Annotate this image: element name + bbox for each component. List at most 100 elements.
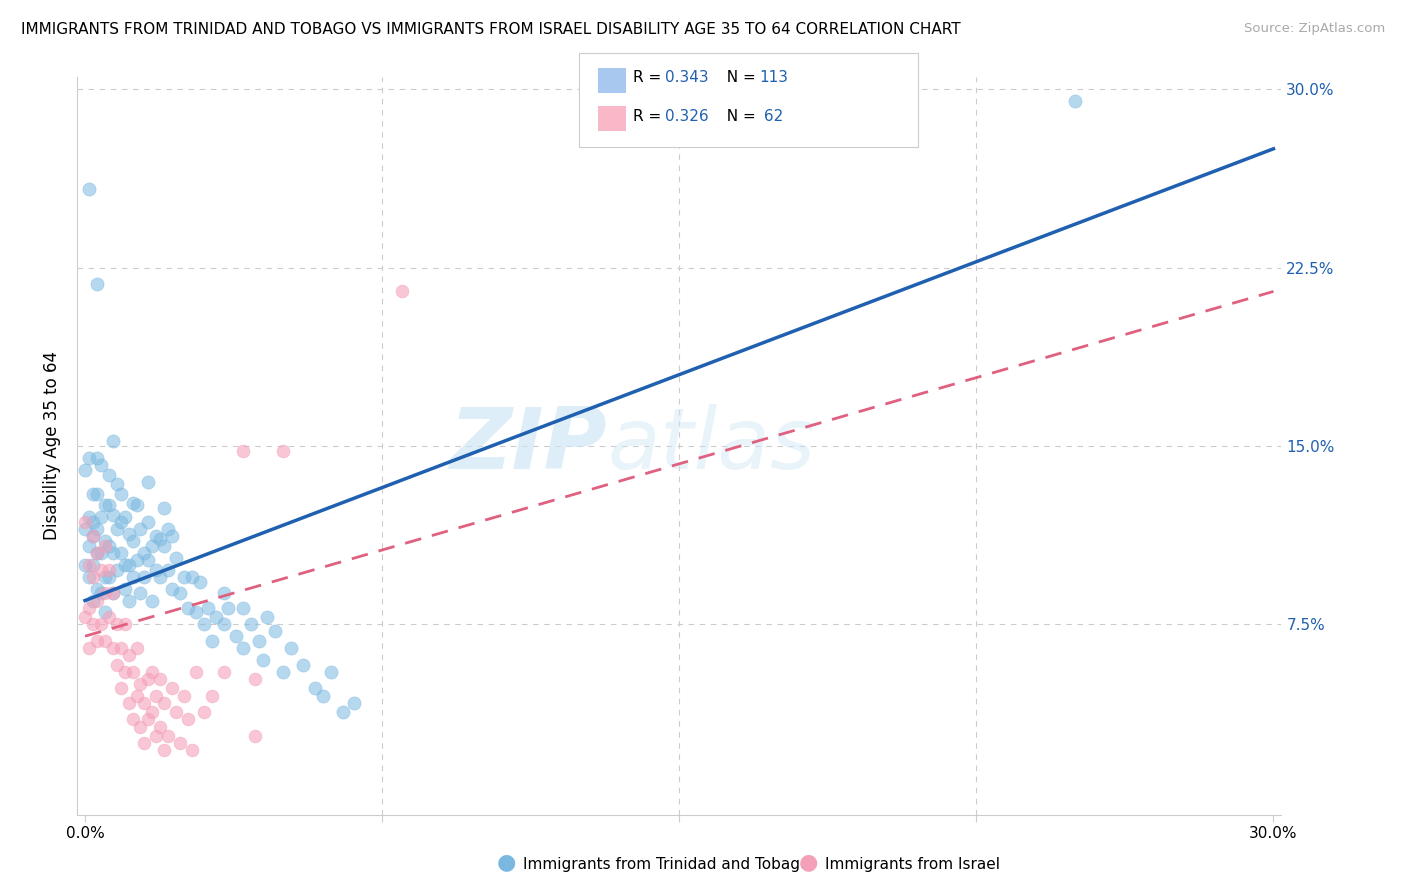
Point xyxy=(97,610,120,624)
Point xyxy=(77,539,100,553)
Point xyxy=(138,475,160,489)
Point xyxy=(141,706,163,720)
Point xyxy=(138,515,160,529)
Point xyxy=(129,720,152,734)
Point xyxy=(105,563,128,577)
Point xyxy=(252,653,274,667)
Point xyxy=(149,570,172,584)
Point xyxy=(312,689,335,703)
Point xyxy=(82,593,104,607)
Point xyxy=(240,617,263,632)
Point xyxy=(138,672,160,686)
Point xyxy=(105,522,128,536)
Point xyxy=(232,600,254,615)
Point xyxy=(169,736,191,750)
Point xyxy=(264,624,287,639)
Point xyxy=(94,634,117,648)
Point xyxy=(73,610,96,624)
Point xyxy=(319,665,342,679)
Point xyxy=(94,539,117,553)
Point xyxy=(77,558,100,572)
Point xyxy=(197,600,219,615)
Point xyxy=(114,510,136,524)
Point xyxy=(129,522,152,536)
Point xyxy=(181,743,204,757)
Point xyxy=(271,443,294,458)
Point xyxy=(94,586,117,600)
Point xyxy=(160,529,183,543)
Point xyxy=(86,582,108,596)
Point xyxy=(204,610,226,624)
Point xyxy=(280,641,302,656)
Point xyxy=(145,689,167,703)
Point xyxy=(177,600,200,615)
Point xyxy=(82,570,104,584)
Point xyxy=(97,467,120,482)
Point xyxy=(138,553,160,567)
Point xyxy=(201,689,224,703)
Point xyxy=(73,463,96,477)
Point xyxy=(134,736,156,750)
Point xyxy=(184,606,207,620)
Point xyxy=(125,499,148,513)
Point xyxy=(82,529,104,543)
Point xyxy=(165,706,187,720)
Point xyxy=(117,593,139,607)
Point xyxy=(77,450,100,465)
Point xyxy=(173,689,195,703)
Point xyxy=(114,665,136,679)
Point xyxy=(157,729,180,743)
Point xyxy=(245,729,267,743)
Text: ●: ● xyxy=(496,853,516,872)
Point xyxy=(114,558,136,572)
Point xyxy=(141,593,163,607)
Point xyxy=(117,527,139,541)
Text: atlas: atlas xyxy=(607,404,815,487)
Point xyxy=(232,641,254,656)
Point xyxy=(125,553,148,567)
Point xyxy=(90,458,112,472)
Point xyxy=(86,277,108,292)
Point xyxy=(82,617,104,632)
Point xyxy=(153,743,176,757)
Point xyxy=(101,546,124,560)
Point xyxy=(391,285,413,299)
Point xyxy=(82,558,104,572)
Point xyxy=(86,634,108,648)
Point xyxy=(141,665,163,679)
Point xyxy=(86,546,108,560)
Point xyxy=(121,665,143,679)
Point xyxy=(73,558,96,572)
Point xyxy=(145,563,167,577)
Point xyxy=(105,657,128,672)
Point xyxy=(121,570,143,584)
Point xyxy=(129,586,152,600)
Point xyxy=(86,593,108,607)
Point xyxy=(97,570,120,584)
Text: ●: ● xyxy=(799,853,818,872)
Point xyxy=(94,499,117,513)
Text: Source: ZipAtlas.com: Source: ZipAtlas.com xyxy=(1244,22,1385,36)
Text: IMMIGRANTS FROM TRINIDAD AND TOBAGO VS IMMIGRANTS FROM ISRAEL DISABILITY AGE 35 : IMMIGRANTS FROM TRINIDAD AND TOBAGO VS I… xyxy=(21,22,960,37)
Point xyxy=(134,570,156,584)
Text: R =: R = xyxy=(633,70,666,86)
Point xyxy=(121,713,143,727)
Point xyxy=(90,617,112,632)
Point xyxy=(188,574,211,589)
Point xyxy=(157,563,180,577)
Text: 62: 62 xyxy=(759,109,783,124)
Point xyxy=(1064,94,1087,108)
Point xyxy=(232,443,254,458)
Point xyxy=(304,681,326,696)
Point xyxy=(110,546,132,560)
Text: Immigrants from Israel: Immigrants from Israel xyxy=(825,857,1000,872)
Point xyxy=(105,617,128,632)
Point xyxy=(129,677,152,691)
Point xyxy=(110,641,132,656)
Point xyxy=(160,681,183,696)
Point xyxy=(201,634,224,648)
Point xyxy=(291,657,314,672)
Point xyxy=(256,610,278,624)
Text: 0.343: 0.343 xyxy=(665,70,709,86)
Point xyxy=(97,499,120,513)
